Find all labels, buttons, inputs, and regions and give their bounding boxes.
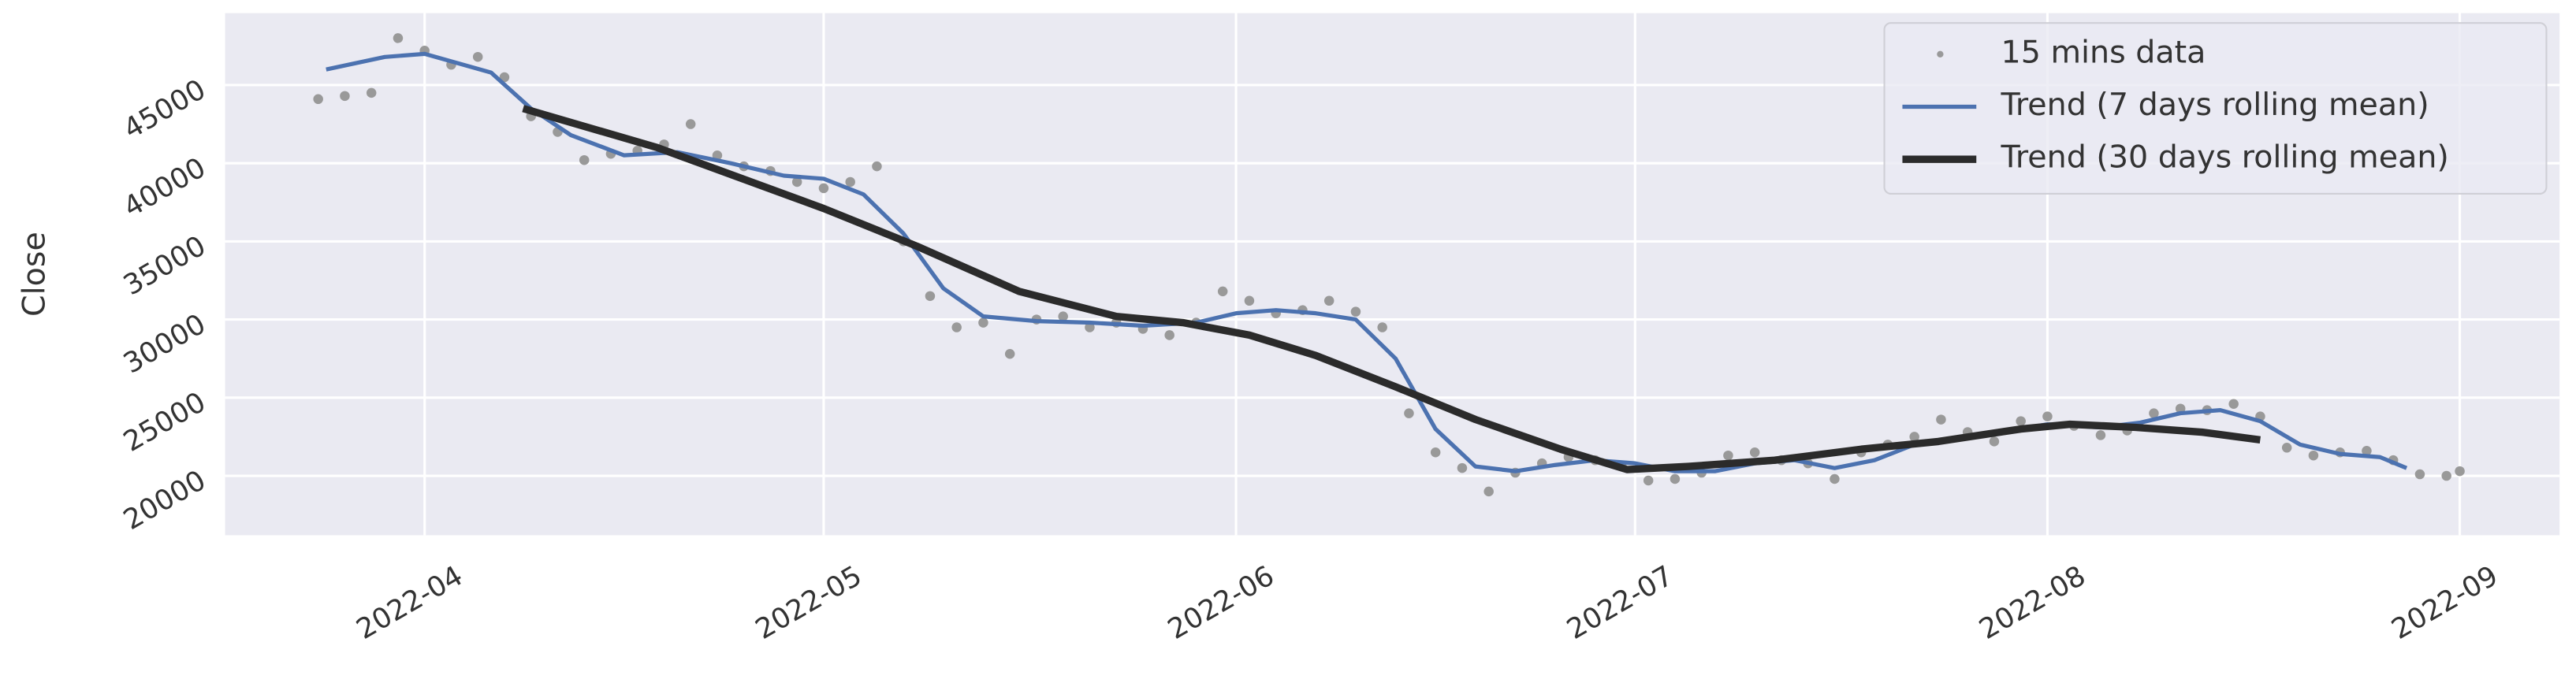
x-tick-label: 2022-09: [2386, 559, 2503, 646]
x-tick-label: 2022-07: [1562, 559, 1679, 646]
x-tick-label: 2022-08: [1974, 559, 2091, 646]
data-point: [1430, 447, 1441, 458]
data-point: [2441, 470, 2451, 481]
data-point: [1404, 408, 1414, 418]
data-point: [1085, 322, 1095, 332]
legend-marker: [1937, 50, 1944, 58]
data-point: [845, 176, 855, 187]
data-point: [579, 154, 590, 165]
data-point: [951, 322, 962, 332]
x-tick-label: 2022-06: [1163, 559, 1280, 646]
data-point: [1377, 322, 1387, 332]
data-point: [2149, 408, 2159, 418]
data-point: [366, 87, 377, 98]
data-point: [2455, 466, 2465, 477]
data-point: [2308, 450, 2319, 461]
legend-box: [1883, 22, 2548, 195]
data-point: [978, 317, 988, 328]
data-point: [1350, 306, 1361, 317]
data-point: [1164, 330, 1174, 340]
data-point: [818, 183, 829, 194]
data-point: [2095, 430, 2106, 440]
data-point: [685, 119, 696, 129]
y-tick-label: 40000: [118, 151, 211, 224]
data-point: [1830, 473, 1840, 484]
data-point: [1217, 286, 1228, 297]
data-point: [2228, 399, 2239, 409]
legend-label: 15 mins data: [2001, 34, 2206, 70]
data-point: [791, 176, 802, 187]
legend-label: Trend (30 days rolling mean): [2001, 139, 2449, 176]
data-point: [1643, 475, 1654, 486]
data-point: [1058, 311, 1068, 321]
y-tick-label: 25000: [118, 386, 211, 458]
data-point: [1909, 432, 1919, 442]
y-tick-label: 35000: [118, 229, 211, 302]
data-point: [1936, 414, 1946, 425]
data-point: [1749, 447, 1760, 458]
data-point: [925, 291, 936, 302]
data-point: [2362, 446, 2372, 456]
data-point: [393, 33, 404, 43]
y-axis-label: Close: [16, 232, 52, 317]
data-point: [1723, 450, 1733, 461]
data-point: [872, 161, 882, 172]
y-tick-label: 45000: [118, 73, 211, 146]
y-tick-label: 30000: [118, 308, 211, 380]
data-point: [472, 51, 483, 62]
data-point: [1244, 295, 1255, 306]
data-point: [2281, 443, 2292, 453]
data-point: [1670, 473, 1681, 484]
x-tick-label: 2022-05: [750, 559, 868, 646]
data-point: [1004, 348, 1015, 359]
data-point: [1483, 486, 1494, 497]
data-point: [2414, 469, 2425, 480]
y-tick-label: 20000: [118, 464, 211, 536]
x-tick-label: 2022-04: [351, 559, 468, 646]
legend-label: Trend (7 days rolling mean): [2001, 87, 2429, 123]
data-point: [2016, 416, 2026, 426]
data-point: [340, 91, 350, 102]
data-point: [1457, 462, 1468, 473]
data-point: [313, 94, 323, 105]
data-point: [1323, 295, 1335, 306]
data-point: [1989, 436, 2000, 447]
data-point: [2042, 411, 2053, 421]
trend-line: [522, 105, 2261, 473]
